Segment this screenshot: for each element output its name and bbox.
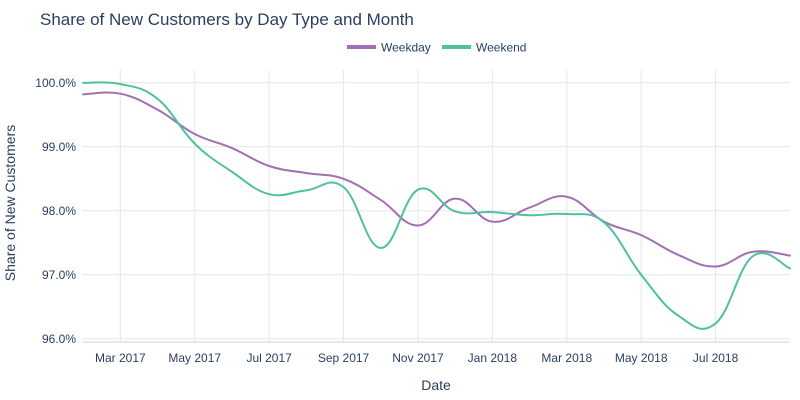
y-tick-label: 100.0%	[35, 76, 76, 90]
y-gridlines	[82, 82, 790, 340]
legend-label: Weekend	[476, 41, 526, 55]
y-tick-label: 99.0%	[42, 140, 76, 154]
x-tick-label: May 2018	[615, 351, 668, 365]
x-tick-label: Sep 2017	[318, 351, 370, 365]
legend-item-weekday[interactable]: Weekday	[347, 41, 431, 55]
x-gridlines	[119, 70, 717, 342]
chart-title: Share of New Customers by Day Type and M…	[40, 10, 414, 29]
x-tick-label: Jan 2018	[468, 351, 518, 365]
x-axis-title: Date	[421, 377, 451, 393]
y-tick-label: 98.0%	[42, 204, 76, 218]
legend-item-weekend[interactable]: Weekend	[442, 41, 526, 55]
x-tick-label: Mar 2018	[541, 351, 592, 365]
y-tick-label: 96.0%	[42, 332, 76, 346]
legend: Weekday Weekend	[347, 41, 526, 55]
y-axis-title: Share of New Customers	[2, 125, 18, 281]
y-tick-labels: 96.0% 97.0% 98.0% 99.0% 100.0%	[35, 76, 76, 346]
y-tick-label: 97.0%	[42, 268, 76, 282]
x-tick-label: Jul 2017	[246, 351, 292, 365]
series-lines	[82, 81, 791, 330]
x-tick-labels: Mar 2017 May 2017 Jul 2017 Sep 2017 Nov 2017…	[95, 351, 739, 365]
legend-label: Weekday	[381, 41, 431, 55]
x-tick-label: Mar 2017	[95, 351, 146, 365]
series-line-weekend	[82, 81, 791, 330]
x-tick-label: May 2017	[168, 351, 221, 365]
x-tick-label: Nov 2017	[392, 351, 444, 365]
x-tick-label: Jul 2018	[693, 351, 739, 365]
series-line-weekday	[82, 91, 791, 268]
